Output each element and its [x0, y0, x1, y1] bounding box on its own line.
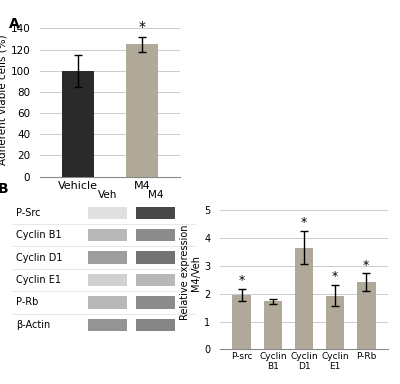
Bar: [136, 252, 175, 264]
Text: *: *: [138, 20, 145, 34]
Bar: [264, 301, 282, 349]
Bar: [88, 229, 127, 242]
Bar: [136, 296, 175, 309]
Text: M4: M4: [148, 190, 163, 200]
Text: A: A: [9, 17, 20, 31]
Bar: [136, 207, 175, 219]
Bar: [88, 274, 127, 286]
Text: β-Actin: β-Actin: [16, 320, 50, 330]
Bar: [88, 252, 127, 264]
Text: Cyclin D1: Cyclin D1: [16, 253, 62, 263]
Text: P-Rb: P-Rb: [16, 297, 38, 308]
Text: *: *: [301, 216, 307, 229]
Text: *: *: [239, 274, 245, 287]
Y-axis label: Adherent viable cells (%): Adherent viable cells (%): [0, 35, 8, 165]
Bar: [88, 207, 127, 219]
Bar: [88, 319, 127, 331]
Text: *: *: [332, 270, 338, 283]
Bar: [88, 296, 127, 309]
Bar: [136, 274, 175, 286]
Text: *: *: [363, 258, 369, 271]
Text: B: B: [0, 182, 8, 196]
Bar: [357, 282, 376, 349]
Text: Veh: Veh: [98, 190, 117, 200]
Bar: [136, 229, 175, 242]
Bar: [62, 71, 94, 177]
Bar: [326, 296, 344, 349]
Y-axis label: Relative expression
M4/Veh: Relative expression M4/Veh: [180, 225, 201, 320]
Text: P-Src: P-Src: [16, 208, 40, 218]
Bar: [126, 44, 158, 177]
Bar: [232, 295, 251, 349]
Bar: [136, 319, 175, 331]
Text: Cyclin B1: Cyclin B1: [16, 230, 61, 240]
Bar: [295, 248, 313, 349]
Text: Cyclin E1: Cyclin E1: [16, 275, 61, 285]
